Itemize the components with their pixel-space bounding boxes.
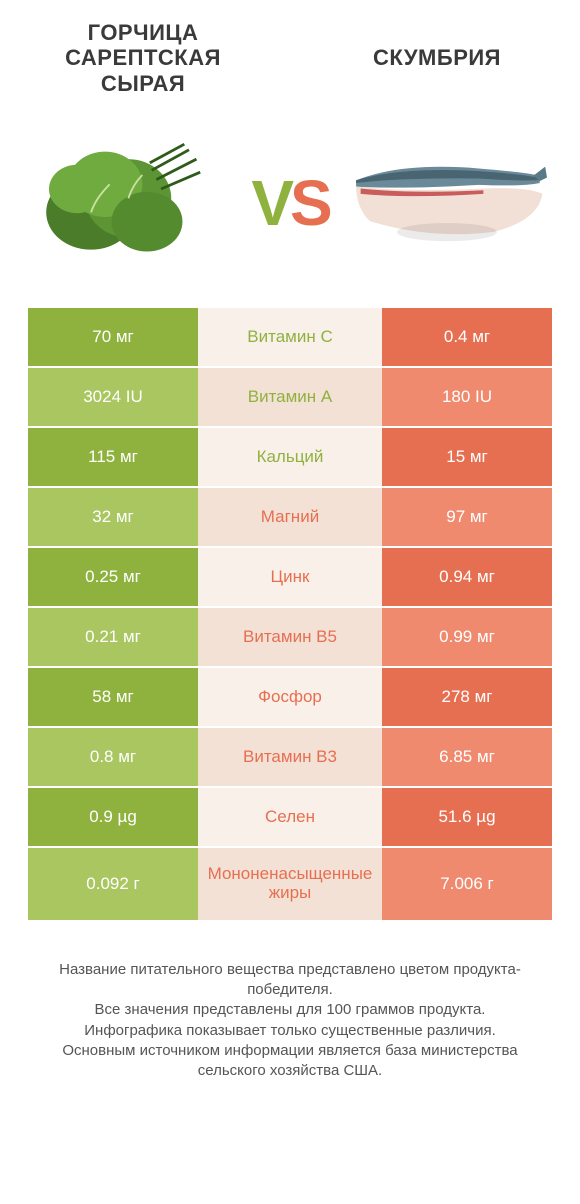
right-value: 0.4 мг bbox=[382, 308, 552, 366]
table-row: 32 мгМагний97 мг bbox=[28, 488, 552, 548]
mackerel-image bbox=[342, 123, 552, 283]
left-value: 0.21 мг bbox=[28, 608, 198, 666]
table-row: 58 мгФосфор278 мг bbox=[28, 668, 552, 728]
mustard-greens-image bbox=[28, 123, 238, 283]
footnote-line: Инфографика показывает только существенн… bbox=[36, 1021, 544, 1041]
nutrient-name: Магний bbox=[198, 488, 382, 546]
nutrient-name: Витамин C bbox=[198, 308, 382, 366]
left-value: 32 мг bbox=[28, 488, 198, 546]
right-value: 15 мг bbox=[382, 428, 552, 486]
left-value: 58 мг bbox=[28, 668, 198, 726]
nutrient-name: Кальций bbox=[198, 428, 382, 486]
nutrient-name: Витамин B3 bbox=[198, 728, 382, 786]
nutrient-name: Витамин B5 bbox=[198, 608, 382, 666]
vs-label: VS bbox=[251, 171, 328, 235]
left-value: 0.8 мг bbox=[28, 728, 198, 786]
table-row: 0.21 мгВитамин B50.99 мг bbox=[28, 608, 552, 668]
title-left: ГОРЧИЦА САРЕПТСКАЯ СЫРАЯ bbox=[28, 20, 258, 96]
nutrient-name: Селен bbox=[198, 788, 382, 846]
right-value: 278 мг bbox=[382, 668, 552, 726]
table-row: 0.9 µgСелен51.6 µg bbox=[28, 788, 552, 848]
comparison-table: 70 мгВитамин C0.4 мг3024 IUВитамин A180 … bbox=[28, 308, 552, 922]
footnote-line: Основным источником информации является … bbox=[36, 1041, 544, 1082]
table-row: 0.092 гМононенасыщенные жиры7.006 г bbox=[28, 848, 552, 922]
left-value: 70 мг bbox=[28, 308, 198, 366]
left-value: 3024 IU bbox=[28, 368, 198, 426]
table-row: 70 мгВитамин C0.4 мг bbox=[28, 308, 552, 368]
right-value: 0.99 мг bbox=[382, 608, 552, 666]
right-value: 6.85 мг bbox=[382, 728, 552, 786]
right-value: 7.006 г bbox=[382, 848, 552, 920]
title-right: СКУМБРИЯ bbox=[322, 45, 552, 70]
left-value: 0.25 мг bbox=[28, 548, 198, 606]
vs-v: V bbox=[251, 167, 290, 239]
left-value: 0.092 г bbox=[28, 848, 198, 920]
nutrient-name: Цинк bbox=[198, 548, 382, 606]
right-value: 180 IU bbox=[382, 368, 552, 426]
footnote: Название питательного вещества представл… bbox=[28, 960, 552, 1082]
right-value: 97 мг bbox=[382, 488, 552, 546]
images-row: VS bbox=[28, 108, 552, 298]
table-row: 3024 IUВитамин A180 IU bbox=[28, 368, 552, 428]
left-value: 0.9 µg bbox=[28, 788, 198, 846]
footnote-line: Название питательного вещества представл… bbox=[36, 960, 544, 1001]
nutrient-name: Мононенасыщенные жиры bbox=[198, 848, 382, 920]
vs-s: S bbox=[290, 167, 329, 239]
table-row: 0.25 мгЦинк0.94 мг bbox=[28, 548, 552, 608]
table-row: 115 мгКальций15 мг bbox=[28, 428, 552, 488]
left-value: 115 мг bbox=[28, 428, 198, 486]
right-value: 0.94 мг bbox=[382, 548, 552, 606]
table-row: 0.8 мгВитамин B36.85 мг bbox=[28, 728, 552, 788]
nutrient-name: Фосфор bbox=[198, 668, 382, 726]
footnote-line: Все значения представлены для 100 граммо… bbox=[36, 1000, 544, 1020]
nutrient-name: Витамин A bbox=[198, 368, 382, 426]
right-value: 51.6 µg bbox=[382, 788, 552, 846]
